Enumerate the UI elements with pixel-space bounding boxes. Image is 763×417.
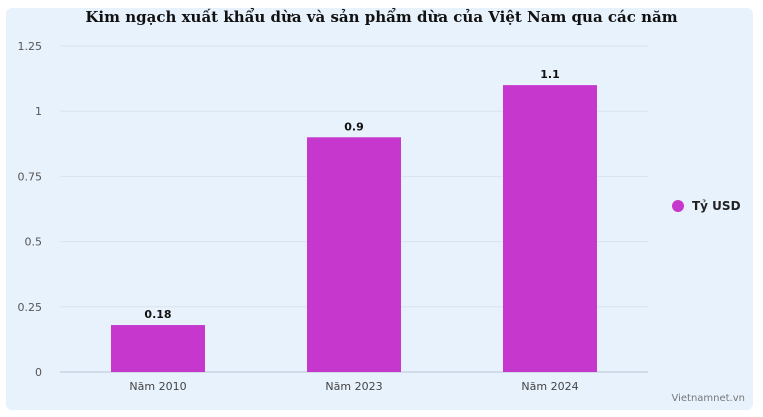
chart-title: Kim ngạch xuất khẩu dừa và sản phẩm dừa … bbox=[85, 8, 678, 26]
y-tick-label: 0 bbox=[35, 366, 42, 379]
x-tick-label: Năm 2024 bbox=[521, 380, 578, 393]
y-tick-label: 0.75 bbox=[18, 170, 43, 183]
data-label: 0.9 bbox=[344, 120, 364, 133]
y-tick-label: 1.25 bbox=[18, 40, 43, 53]
y-tick-label: 0.5 bbox=[25, 236, 43, 249]
legend-swatch bbox=[672, 200, 684, 212]
legend-label: Tỷ USD bbox=[692, 199, 741, 213]
y-tick-label: 0.25 bbox=[18, 301, 43, 314]
x-axis: Năm 2010 Năm 2023 Năm 2024 bbox=[129, 380, 578, 393]
bar[interactable] bbox=[503, 85, 597, 373]
y-axis: 0 0.25 0.5 0.75 1 1.25 bbox=[18, 40, 43, 379]
source-credit: Vietnamnet.vn bbox=[671, 393, 745, 404]
x-tick-label: Năm 2010 bbox=[129, 380, 186, 393]
x-tick-label: Năm 2023 bbox=[325, 380, 382, 393]
data-label: 0.18 bbox=[144, 308, 171, 321]
y-tick-label: 1 bbox=[35, 105, 42, 118]
legend[interactable]: Tỷ USD bbox=[672, 199, 741, 213]
data-label: 1.1 bbox=[540, 68, 560, 81]
bar[interactable] bbox=[307, 137, 401, 372]
bar[interactable] bbox=[111, 325, 205, 372]
bars: 0.18 0.9 1.1 bbox=[111, 68, 597, 373]
